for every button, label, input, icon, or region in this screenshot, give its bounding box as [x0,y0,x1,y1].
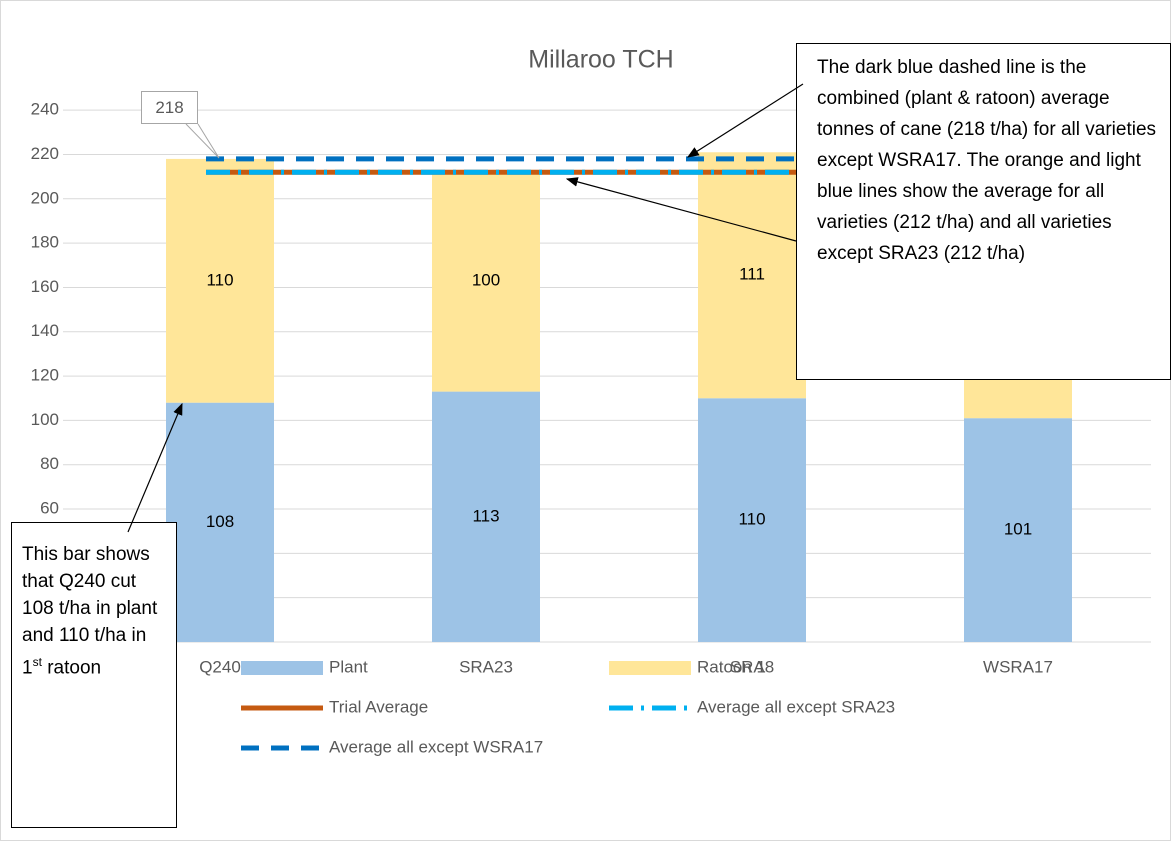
note-text: ratoon [41,657,102,679]
x-tick-label: Q240 [199,657,241,676]
data-label: 101 [1004,520,1032,539]
y-tick-label: 220 [31,144,59,163]
legend-label: Plant [329,657,368,676]
bar-segment [432,391,540,642]
legend-swatch [241,661,323,675]
y-tick-label: 240 [31,100,59,119]
bar-segment [964,418,1072,642]
legend-label: Trial Average [329,697,428,716]
y-tick-label: 140 [31,321,59,340]
bar-segment [432,169,540,392]
note-sup: st [32,655,42,669]
note-text: This bar shows that Q240 cut 108 t/ha in… [22,544,158,679]
note-box: This bar shows that Q240 cut 108 t/ha in… [11,522,177,828]
data-label: 100 [472,270,500,289]
value-callout: 218 [141,91,198,124]
bar-segment [166,402,274,642]
data-label: 111 [739,265,765,284]
data-label: 108 [206,512,234,531]
x-tick-label: SRA23 [459,657,513,676]
data-label: 110 [738,510,765,529]
y-tick-label: 200 [31,188,59,207]
y-tick-label: 80 [40,454,59,473]
bar-segment [698,398,806,642]
y-tick-label: 100 [31,410,59,429]
bar-segment [166,158,274,403]
legend-label: Ratoon 1 [697,657,766,676]
legend-label: Average all except WSRA17 [329,737,543,756]
y-tick-label: 160 [31,277,59,296]
data-label: 110 [206,270,233,289]
y-tick-label: 120 [31,366,59,385]
data-label: 113 [472,506,499,525]
x-tick-label: WSRA17 [983,657,1053,676]
chart-title: Millaroo TCH [528,46,673,74]
legend-label: Average all except SRA23 [697,697,895,716]
y-tick-label: 180 [31,233,59,252]
x-tick-label: SRA8 [730,657,774,676]
y-tick-label: 60 [40,499,59,518]
legend-swatch [609,661,691,675]
note-box: The dark blue dashed line is the combine… [796,43,1171,380]
